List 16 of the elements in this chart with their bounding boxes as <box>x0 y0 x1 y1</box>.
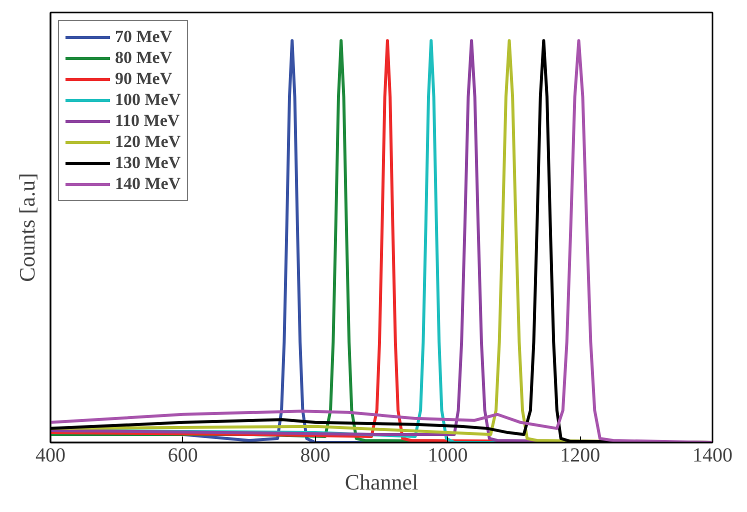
legend-label: 80 MeV <box>115 48 172 68</box>
x-tick-label: 400 <box>36 444 66 466</box>
legend-label: 140 MeV <box>115 174 181 194</box>
legend-label: 130 MeV <box>115 153 181 173</box>
legend-label: 100 MeV <box>115 90 181 110</box>
x-tick-label: 800 <box>300 444 330 466</box>
legend-label: 90 MeV <box>115 69 172 89</box>
legend-label: 120 MeV <box>115 132 181 152</box>
legend-label: 70 MeV <box>115 27 172 47</box>
x-axis-title: Channel <box>344 470 418 494</box>
x-tick-label: 600 <box>168 444 198 466</box>
x-tick-label: 1400 <box>692 444 732 466</box>
x-tick-label: 1200 <box>560 444 600 466</box>
y-axis-title: Counts [a.u] <box>14 173 40 282</box>
legend-label: 110 MeV <box>115 111 180 131</box>
x-tick-label: 1000 <box>428 444 468 466</box>
